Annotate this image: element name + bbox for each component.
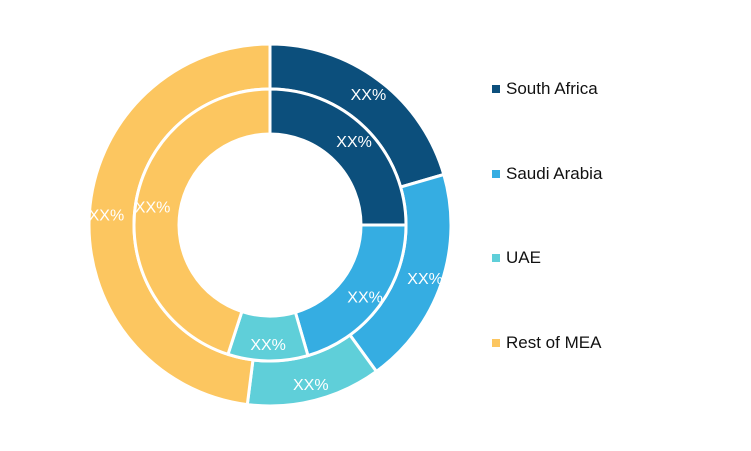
legend-label: Saudi Arabia bbox=[506, 164, 603, 183]
legend-item-rest-of-mea: Rest of MEA bbox=[492, 332, 601, 354]
legend-item-uae: UAE bbox=[492, 247, 541, 269]
outer-data-label-uae: XX% bbox=[293, 377, 329, 394]
legend-label: Rest of MEA bbox=[506, 333, 602, 352]
legend-swatch bbox=[492, 85, 500, 93]
outer-data-label-saudi-arabia: XX% bbox=[407, 271, 443, 288]
legend-item-south-africa: South Africa bbox=[492, 78, 598, 100]
legend-label: UAE bbox=[506, 248, 541, 267]
inner-data-label-saudi-arabia: XX% bbox=[347, 289, 383, 306]
inner-data-label-uae: XX% bbox=[250, 337, 286, 354]
legend-item-saudi-arabia: Saudi Arabia bbox=[492, 163, 602, 185]
outer-data-label-rest-of-mea: XX% bbox=[89, 208, 125, 225]
legend-label: South Africa bbox=[506, 79, 598, 98]
legend-swatch bbox=[492, 170, 500, 178]
inner-data-label-south-africa: XX% bbox=[336, 134, 372, 151]
legend-swatch bbox=[492, 339, 500, 347]
inner-data-label-rest-of-mea: XX% bbox=[135, 199, 171, 216]
outer-data-label-south-africa: XX% bbox=[351, 87, 387, 104]
legend-swatch bbox=[492, 254, 500, 262]
inner-slice-rest-of-mea bbox=[132, 87, 272, 357]
